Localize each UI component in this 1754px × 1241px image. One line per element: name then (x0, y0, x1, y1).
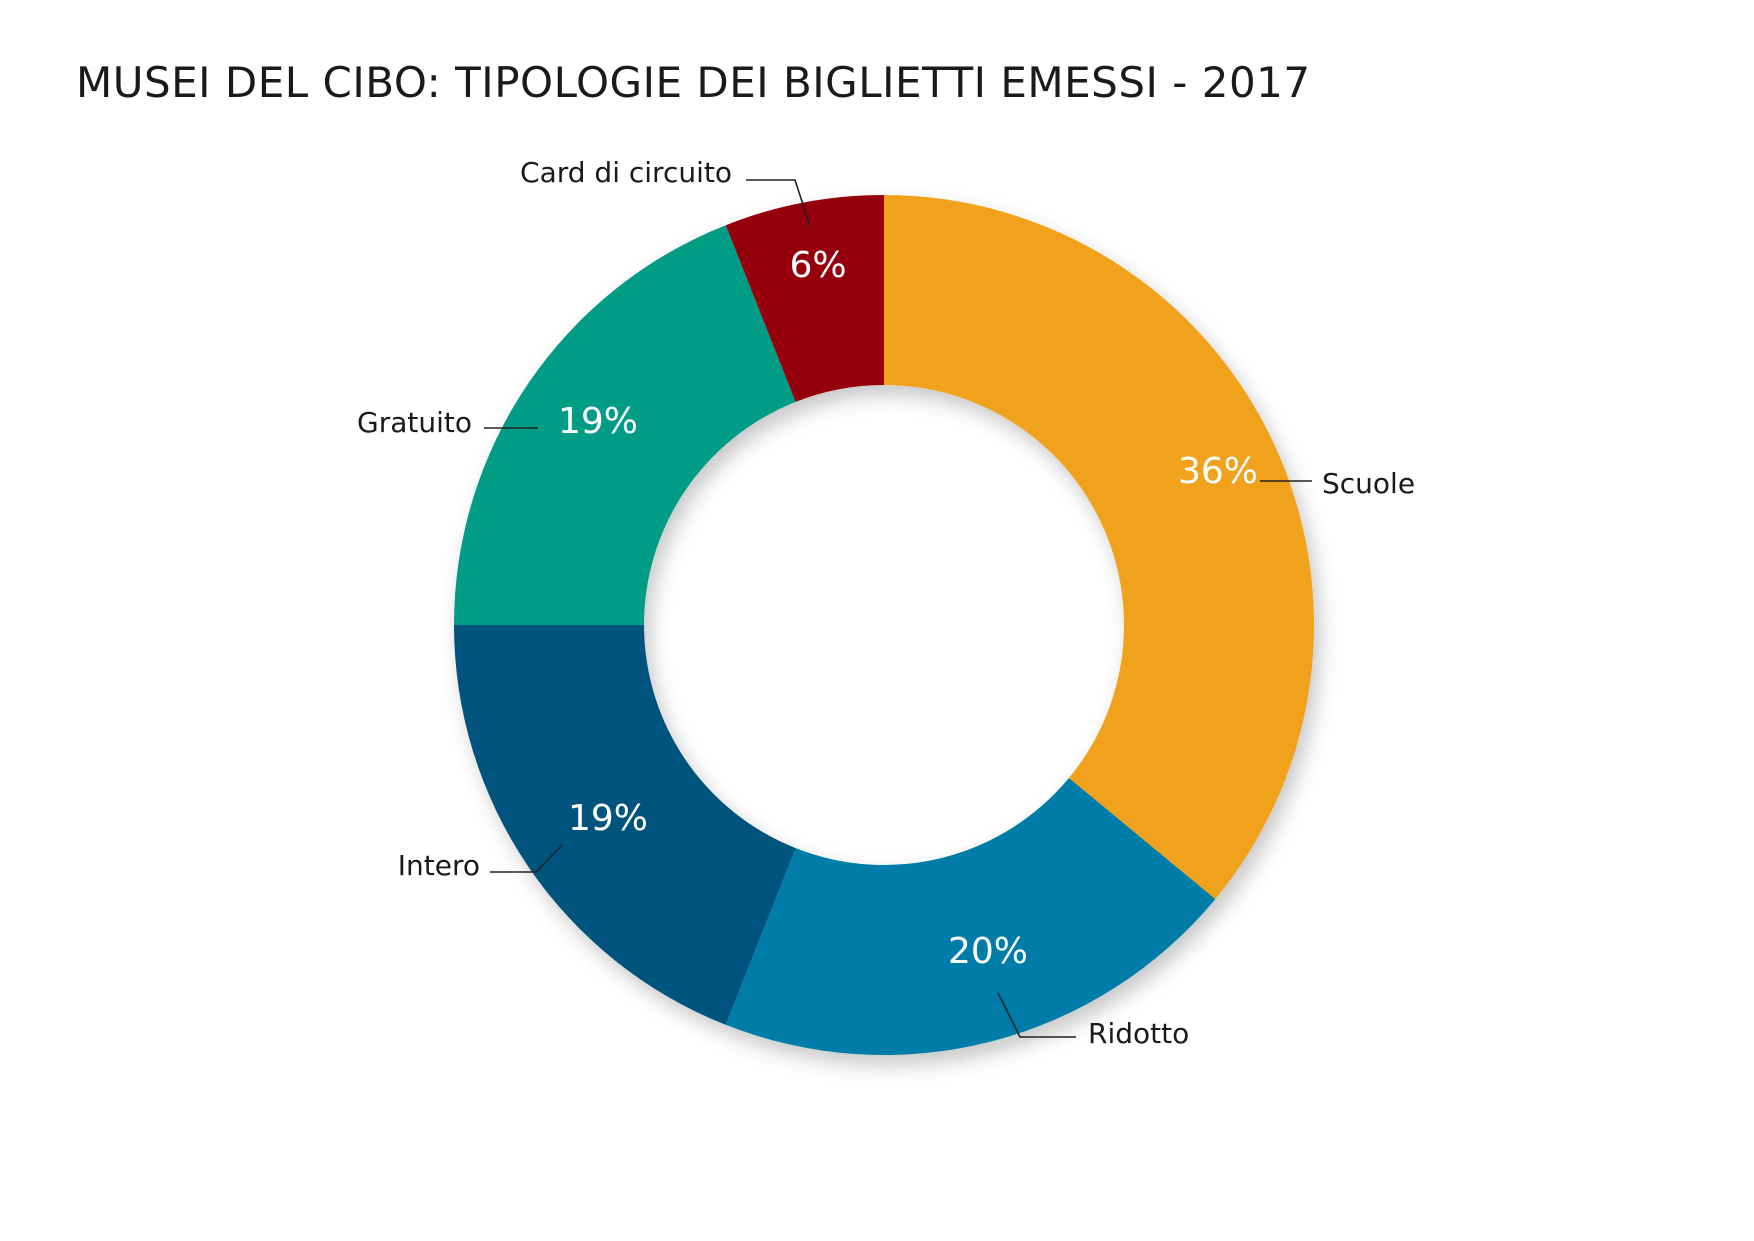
slice-intero (453, 625, 796, 1025)
slice-ridotto (725, 777, 1216, 1055)
slice-group (453, 195, 1314, 1055)
value-label-intero: 19% (568, 798, 648, 839)
leader-line-intero (490, 844, 563, 873)
value-label-card-di-circuito: 6% (789, 245, 846, 286)
slice-gratuito (454, 225, 796, 625)
value-label-ridotto: 20% (948, 931, 1028, 972)
value-label-scuole: 36% (1178, 451, 1258, 492)
category-label-ridotto: Ridotto (1088, 1017, 1189, 1050)
leader-line-card-di-circuito (746, 179, 811, 227)
category-label-card-di-circuito: Card di circuito (520, 156, 732, 189)
category-label-intero: Intero (398, 849, 480, 882)
category-label-gratuito: Gratuito (357, 406, 472, 439)
value-label-gratuito: 19% (558, 401, 638, 442)
category-label-scuole: Scuole (1322, 467, 1415, 500)
chart-title: MUSEI DEL CIBO: TIPOLOGIE DEI BIGLIETTI … (76, 58, 1311, 107)
value-label-group: 36% 20% 19% 19% 6% (558, 245, 1258, 972)
category-label-group: Scuole Ridotto Intero Gratuito Card di circu… (357, 156, 1415, 1050)
slice-scuole (884, 195, 1314, 900)
slice-card-di-circuito (725, 195, 884, 402)
leader-line-ridotto (997, 992, 1076, 1038)
leader-line-group (484, 179, 1312, 1038)
